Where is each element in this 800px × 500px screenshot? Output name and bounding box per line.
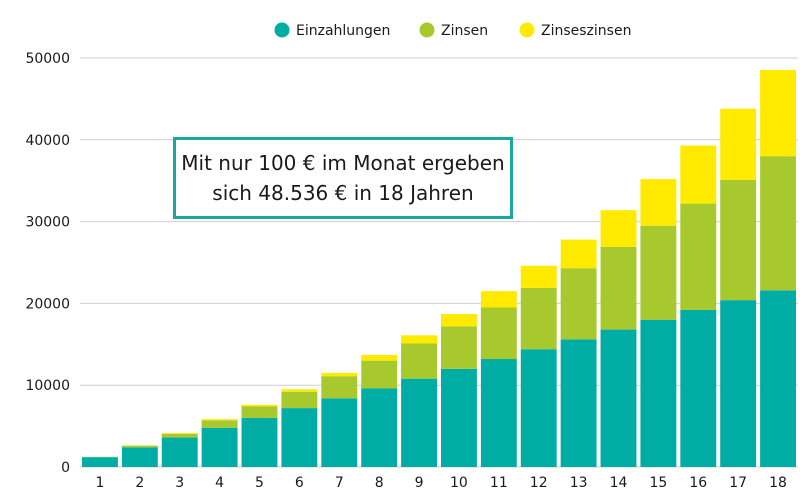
- y-tick-label: 20000: [25, 296, 70, 312]
- bar-zinseszinsen-9: [401, 335, 438, 344]
- bar-zinseszinsen-5: [241, 404, 278, 407]
- x-tick-label: 3: [175, 475, 184, 491]
- legend: Einzahlungen Zinsen Zinseszinsen: [274, 22, 631, 39]
- bar-zinsen-7: [321, 376, 358, 399]
- x-tick-label: 11: [490, 475, 508, 491]
- bar-zinseszinsen-12: [520, 265, 557, 288]
- bar-einzahlungen-1: [81, 457, 118, 467]
- bar-zinsen-8: [361, 360, 398, 389]
- bar-einzahlungen-2: [121, 447, 158, 467]
- bar-zinsen-17: [720, 179, 757, 301]
- bar-zinsen-15: [640, 225, 677, 320]
- bar-einzahlungen-6: [281, 408, 318, 467]
- legend-label-zinseszinsen: Zinseszinsen: [541, 23, 631, 39]
- bar-zinsen-2: [121, 445, 158, 448]
- bar-zinsen-3: [161, 433, 198, 438]
- x-tick-label: 15: [649, 475, 667, 491]
- bar-einzahlungen-11: [480, 359, 517, 467]
- y-tick-label: 10000: [25, 378, 70, 394]
- x-tick-label: 14: [610, 475, 628, 491]
- bar-zinsen-14: [600, 246, 637, 330]
- bar-einzahlungen-12: [520, 349, 557, 467]
- y-axis-ticks: 0 10000 20000 30000 40000 50000: [25, 51, 70, 476]
- x-tick-label: 18: [769, 475, 787, 491]
- bar-einzahlungen-16: [680, 309, 717, 467]
- bar-zinseszinsen-6: [281, 389, 318, 392]
- y-tick-label: 0: [61, 460, 70, 476]
- x-tick-label: 4: [215, 475, 224, 491]
- bar-zinsen-5: [241, 406, 278, 418]
- bar-zinseszinsen-18: [760, 69, 797, 157]
- y-tick-label: 50000: [25, 51, 70, 67]
- annotation-box: Mit nur 100 € im Monat ergeben sich 48.5…: [173, 137, 513, 219]
- x-tick-label: 10: [450, 475, 468, 491]
- bar-zinsen-12: [520, 287, 557, 350]
- bar-einzahlungen-5: [241, 417, 278, 467]
- x-tick-label: 13: [570, 475, 588, 491]
- bar-zinsen-10: [440, 326, 477, 369]
- bar-einzahlungen-3: [161, 437, 198, 467]
- x-tick-label: 17: [729, 475, 747, 491]
- bar-zinseszinsen-11: [480, 291, 517, 308]
- bar-zinseszinsen-16: [680, 145, 717, 204]
- bar-zinsen-6: [281, 391, 318, 409]
- bar-zinsen-9: [401, 343, 438, 379]
- bar-einzahlungen-18: [760, 290, 797, 467]
- bars: [81, 69, 797, 467]
- bar-zinseszinsen-7: [321, 372, 358, 377]
- y-tick-label: 40000: [25, 133, 70, 149]
- x-tick-label: 5: [255, 475, 264, 491]
- annotation-line-1: Mit nur 100 € im Monat ergeben: [181, 151, 505, 175]
- x-tick-label: 7: [335, 475, 344, 491]
- bar-zinseszinsen-10: [440, 314, 477, 327]
- bar-einzahlungen-7: [321, 398, 358, 467]
- legend-label-zinsen: Zinsen: [441, 23, 488, 39]
- x-tick-label: 1: [95, 475, 104, 491]
- x-tick-label: 12: [530, 475, 548, 491]
- bar-zinseszinsen-8: [361, 354, 398, 361]
- legend-label-einzahlungen: Einzahlungen: [296, 23, 390, 39]
- x-tick-label: 2: [135, 475, 144, 491]
- y-tick-label: 30000: [25, 215, 70, 231]
- annotation-line-2: sich 48.536 € in 18 Jahren: [212, 181, 474, 205]
- bar-einzahlungen-17: [720, 300, 757, 467]
- bar-zinseszinsen-4: [201, 419, 238, 421]
- x-axis-ticks: 1 2 3 4 5 6 7 8 9 10 11 12 13 14 15 16 17 18: [95, 475, 786, 491]
- legend-swatch-einzahlungen: [274, 22, 290, 38]
- bar-zinseszinsen-15: [640, 179, 677, 226]
- bar-einzahlungen-14: [600, 329, 637, 467]
- bar-einzahlungen-10: [440, 368, 477, 467]
- bar-zinsen-4: [201, 420, 238, 428]
- bar-zinsen-13: [560, 268, 597, 340]
- x-tick-label: 16: [689, 475, 707, 491]
- x-tick-label: 8: [375, 475, 384, 491]
- bar-zinsen-18: [760, 156, 797, 291]
- x-tick-label: 6: [295, 475, 304, 491]
- bar-zinsen-16: [680, 203, 717, 310]
- x-tick-label: 9: [415, 475, 424, 491]
- bar-einzahlungen-9: [401, 378, 438, 467]
- bar-einzahlungen-4: [201, 427, 238, 467]
- legend-swatch-zinseszinsen: [519, 22, 535, 38]
- bar-zinsen-11: [480, 307, 517, 360]
- bar-einzahlungen-13: [560, 339, 597, 467]
- bar-zinseszinsen-13: [560, 239, 597, 269]
- bar-zinseszinsen-3: [161, 433, 198, 434]
- bar-einzahlungen-8: [361, 388, 398, 467]
- bar-zinseszinsen-14: [600, 210, 637, 247]
- bar-einzahlungen-15: [640, 319, 677, 467]
- legend-swatch-zinsen: [419, 22, 435, 38]
- bar-zinseszinsen-17: [720, 108, 757, 180]
